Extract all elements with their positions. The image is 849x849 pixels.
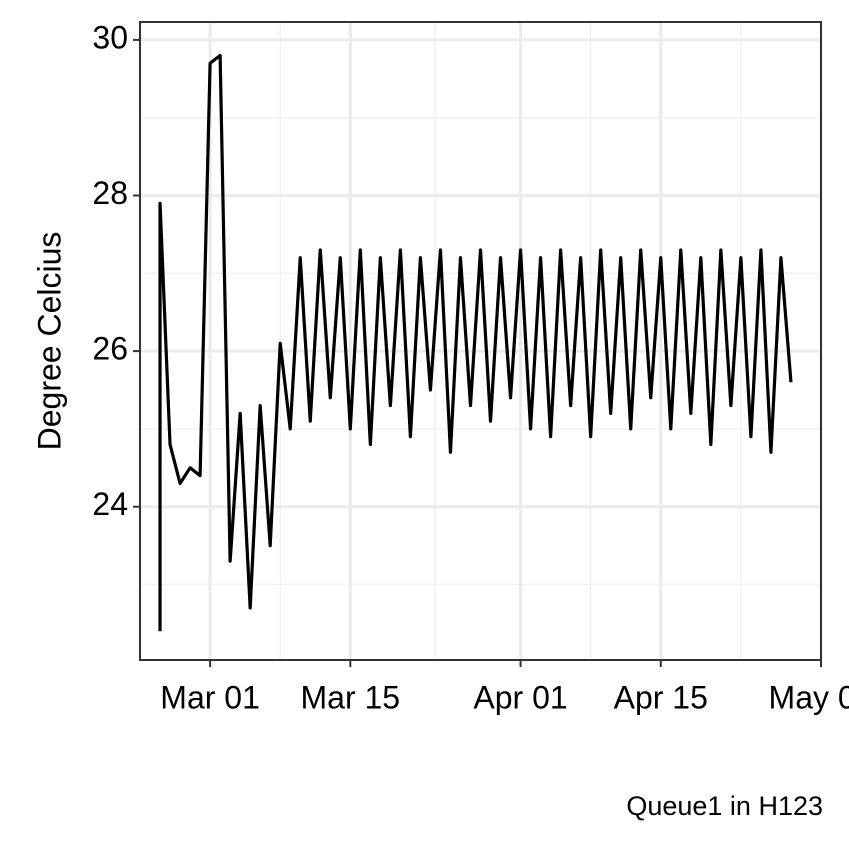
panel-border	[139, 21, 822, 661]
y-tick-label: 30	[92, 19, 128, 55]
x-tick-label: Mar 01	[160, 679, 260, 715]
x-tick-label: Apr 15	[614, 679, 708, 715]
x-tick-label: May 01	[769, 679, 849, 715]
y-tick-label: 26	[92, 331, 128, 367]
y-axis-title: Degree Celcius	[31, 232, 67, 451]
y-tick-label: 24	[92, 486, 128, 522]
x-tick-label: Mar 15	[301, 679, 401, 715]
caption: Queue1 in H123	[626, 791, 823, 821]
data-line	[158, 53, 793, 632]
y-tick-label: 28	[92, 175, 128, 211]
x-tick-label: Apr 01	[473, 679, 567, 715]
